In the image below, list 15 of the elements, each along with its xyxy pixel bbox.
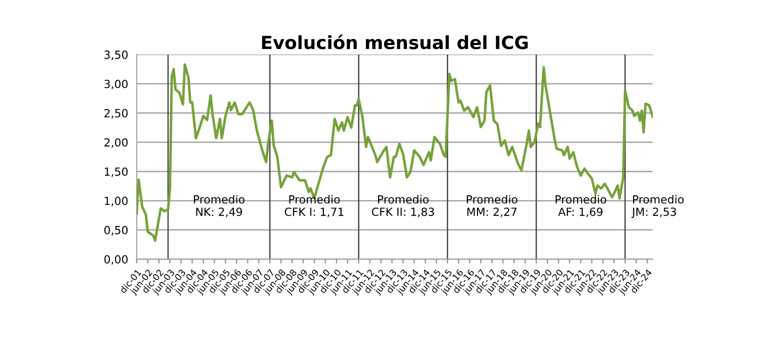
annotation: Promedio AF: 1,69 (556, 194, 606, 218)
y-tick-label: 0,00 (104, 255, 128, 265)
annotation: Promedio JM: 2,53 (631, 194, 684, 218)
y-tick-label: 2,50 (104, 108, 128, 119)
annotation: Promedio MM: 2,27 (466, 194, 518, 218)
chart-title: Evolución mensual del ICG (262, 34, 528, 50)
y-tick-label: 2,00 (104, 138, 128, 148)
annotation: Promedio NK: 2,49 (194, 194, 244, 218)
annotation: Promedio CFK I: 1,71 (284, 194, 344, 218)
y-tick-label: 3,00 (104, 80, 128, 90)
annotation: Promedio CFK II: 1,83 (372, 194, 434, 218)
y-tick-label: 3,50 (104, 50, 128, 60)
y-tick-label: 1,00 (104, 196, 128, 206)
y-tick-label: 0,50 (104, 226, 128, 236)
y-tick-label: 1,50 (104, 167, 128, 177)
